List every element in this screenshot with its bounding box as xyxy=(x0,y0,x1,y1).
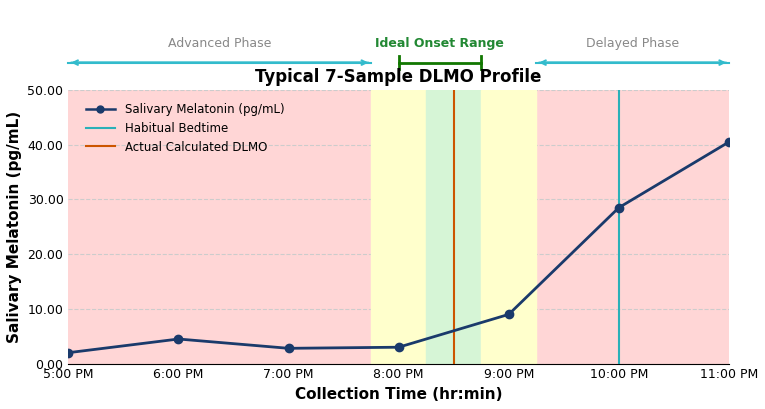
X-axis label: Collection Time (hr:min): Collection Time (hr:min) xyxy=(295,387,503,402)
Y-axis label: Salivary Melatonin (pg/mL): Salivary Melatonin (pg/mL) xyxy=(7,111,22,343)
Bar xyxy=(68,90,729,364)
Text: Advanced Phase: Advanced Phase xyxy=(168,37,272,50)
Text: Delayed Phase: Delayed Phase xyxy=(586,37,679,50)
Bar xyxy=(426,90,481,364)
Bar xyxy=(481,90,536,364)
Bar xyxy=(371,90,426,364)
Title: Typical 7-Sample DLMO Profile: Typical 7-Sample DLMO Profile xyxy=(256,67,542,85)
Legend: Salivary Melatonin (pg/mL), Habitual Bedtime, Actual Calculated DLMO: Salivary Melatonin (pg/mL), Habitual Bed… xyxy=(81,99,289,159)
Text: Ideal Onset Range: Ideal Onset Range xyxy=(376,37,504,50)
